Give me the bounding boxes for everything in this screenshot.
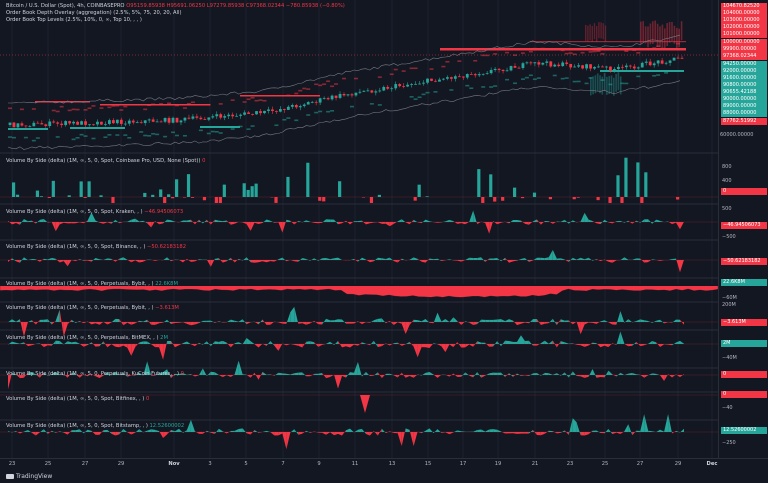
price-tag-bid: 94250.00000 [721,60,767,68]
pane-axis-tick: 200M [722,302,736,308]
price-tag-bid: 89000.00000 [721,103,767,111]
pane-legend-value: −3.613M [155,305,179,311]
price-tag-bid: 90800.00000 [721,81,767,89]
time-axis[interactable]: 23 25 27 29 Nov 3 5 7 9 11 13 15 17 19 21 23 25 27 29 Dec [0,458,768,470]
time-axis-label: 7 [281,461,285,467]
time-axis-label: 27 [81,461,89,467]
time-axis-label: 23 [566,461,574,467]
time-axis-label: 29 [674,461,682,467]
time-axis-label: 5 [244,461,248,467]
indicator-legend-2[interactable]: Order Book Top Levels (2.5%, 10%, 0, ∞, … [6,17,142,23]
pane-legend[interactable]: Volume By Side (delta) (1M, ∞, 5, 0, Spo… [6,423,184,430]
price-tag-ask: 99900.00000 [721,45,767,53]
pane-legend[interactable]: Volume By Side (delta) (1M, ∞, 5, 0, Per… [6,335,168,342]
pane-legend-title: Volume By Side (delta) (1M, ∞, 5, 0, Spo… [6,209,145,215]
pane-legend-title: Volume By Side (delta) (1M, ∞, 5, 0, Spo… [6,158,203,164]
pane-legend-title: Volume By Side (delta) (1M, ∞, 5, 0, Per… [6,335,161,341]
time-axis-label: 23 [8,461,16,467]
pane-legend-value: −46.94506073 [144,209,184,215]
pane-legend[interactable]: Volume By Side (delta) (1M, ∞, 5, 0, Spo… [6,396,149,403]
tradingview-logo[interactable]: TradingView [6,473,52,480]
price-tag-ask: 103000.00000 [721,17,767,25]
main-legend: Bitcoin / U.S. Dollar (Spot), 4h, COINBA… [6,3,345,24]
pane-value-tag: −46.94506073 [721,222,767,229]
time-axis-label: 29 [117,461,125,467]
time-axis-label: 27 [636,461,644,467]
pane-axis-tick: −500 [722,234,736,240]
pane-axis-tick: −40 [722,405,733,411]
pane-value-tag: 22.6K8M [721,279,767,286]
time-axis-label: Dec [706,461,718,467]
price-tag-bid: 91600.00000 [721,74,767,82]
pane-legend-title: Volume By Side (delta) (1M, ∞, 5, 0, Per… [6,281,156,287]
pane-value-tag: 0 [721,391,767,398]
pane-axis-tick: 800 [722,164,732,170]
pane-legend-value: −50.62183182 [147,244,186,250]
pane-legend-value: 22.6K8M [155,281,178,287]
pane-legend[interactable]: Volume By Side (delta) (1M, ∞, 5, 0, Per… [6,281,178,288]
price-tag-ask: 104670.82520 [721,3,767,10]
footer: TradingView [0,470,768,483]
pane-value-tag: 2M [721,340,767,347]
time-axis-label: 15 [424,461,432,467]
pane-value-tag: 0 [721,188,767,195]
pane-legend-value: 0 [145,396,150,402]
pane-axis-tick: 400 [722,178,732,184]
time-axis-label: 19 [494,461,502,467]
time-axis-label: 21 [531,461,539,467]
price-axis-label: 60000.00000 [720,132,754,138]
pane-legend[interactable]: Volume By Side (delta) (1M, ∞, 5, 0, Spo… [6,158,205,165]
pane-legend-value: 2M [160,335,168,341]
time-axis-label: 9 [317,461,321,467]
time-axis-label: 25 [44,461,52,467]
price-tag-bid: 90000.00000 [721,96,767,103]
pane-axis-tick: 500 [722,206,732,212]
pane-value-tag: −3.613M [721,319,767,326]
pane-axis-tick: −60M [722,295,737,301]
pane-value-tag: −50.62183182 [721,258,767,265]
pane-axis-tick: −40M [722,355,737,361]
indicator-legend-1[interactable]: Order Book Depth Overlay (aggregation) (… [6,10,182,16]
time-axis-label: 17 [459,461,467,467]
pane-legend-title: Volume By Side (delta) (1M, ∞, 5, 0, Per… [6,305,156,311]
time-axis-label: 3 [208,461,212,467]
ohlc-values: O95159.85938 H95691.06250 L97279.85938 C… [126,3,345,9]
price-tag-ask: 100000.00000 [721,38,767,46]
pane-legend[interactable]: Volume By Side (delta) (1M, ∞, 5, 0, Per… [6,371,184,378]
pane-value-tag: 12.52600002 [721,427,767,434]
current-price-tag: 97368.02344 [721,52,767,60]
symbol-title[interactable]: Bitcoin / U.S. Dollar (Spot), 4h, COINBA… [6,3,125,9]
price-tag-bid: 88000.00000 [721,110,767,118]
pane-axis-tick: −250 [722,440,736,446]
pane-value-tag: 0 [721,371,767,378]
brand-name: TradingView [16,473,53,480]
pane-legend-value: 12.52600002 [149,423,185,429]
pane-legend-title: Volume By Side (delta) (1M, ∞, 5, 0, Per… [6,371,181,377]
price-tag-bid: 92000.00000 [721,67,767,75]
price-tag-low: 87762.51992 [721,117,767,125]
price-tag-bid: 90655.42188 [721,88,767,96]
pane-legend-title: Volume By Side (delta) (1M, ∞, 5, 0, Spo… [6,423,150,429]
time-axis-label: 11 [351,461,359,467]
time-axis-label: Nov [168,461,180,467]
time-axis-label: 13 [388,461,396,467]
chart-area[interactable]: Bitcoin / U.S. Dollar (Spot), 4h, COINBA… [0,0,718,458]
pane-legend-value: 0 [180,371,184,377]
pane-legend-title: Volume By Side (delta) (1M, ∞, 5, 0, Spo… [6,244,147,250]
pane-legend[interactable]: Volume By Side (delta) (1M, ∞, 5, 0, Per… [6,305,179,312]
price-tag-ask: 102000.00000 [721,24,767,32]
pane-legend-title: Volume By Side (delta) (1M, ∞, 5, 0, Spo… [6,396,146,402]
tradingview-icon [6,474,14,479]
chart-canvas[interactable] [0,0,718,458]
price-tag-ask: 101000.00000 [721,31,767,39]
time-axis-label: 25 [601,461,609,467]
pane-legend[interactable]: Volume By Side (delta) (1M, ∞, 5, 0, Spo… [6,209,183,216]
pane-legend-value: 0 [202,158,206,164]
price-tag-ask: 104000.00000 [721,10,767,18]
pane-legend[interactable]: Volume By Side (delta) (1M, ∞, 5, 0, Spo… [6,244,186,251]
